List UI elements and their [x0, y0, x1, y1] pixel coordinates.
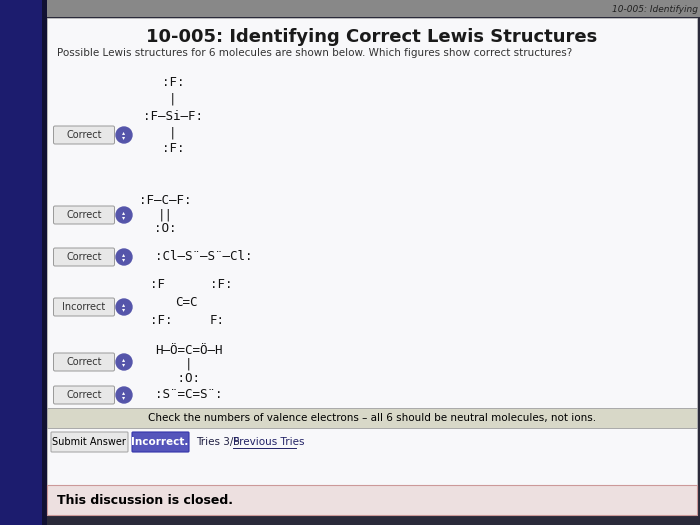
Circle shape: [116, 249, 132, 265]
FancyBboxPatch shape: [53, 353, 115, 371]
Text: 10-005: Identifying: 10-005: Identifying: [612, 5, 698, 14]
Text: H–Ö=C=Ö–H: H–Ö=C=Ö–H: [155, 343, 223, 356]
Text: ▴
▾: ▴ ▾: [122, 302, 125, 312]
Text: ▴
▾: ▴ ▾: [122, 253, 125, 261]
Circle shape: [116, 387, 132, 403]
Text: Tries 3/5: Tries 3/5: [196, 437, 244, 447]
Text: Correct: Correct: [66, 390, 102, 400]
FancyBboxPatch shape: [47, 485, 697, 515]
Text: This discussion is closed.: This discussion is closed.: [57, 494, 233, 507]
Text: :F:: :F:: [210, 278, 232, 291]
Text: :F:: :F:: [150, 314, 172, 328]
FancyBboxPatch shape: [51, 432, 128, 452]
Text: :F–C–F:: :F–C–F:: [139, 194, 191, 207]
Text: :O:: :O:: [155, 372, 200, 384]
Text: |: |: [155, 358, 192, 371]
Text: ▴
▾: ▴ ▾: [122, 130, 125, 140]
FancyBboxPatch shape: [53, 386, 115, 404]
Text: :O:: :O:: [154, 223, 176, 236]
Text: Correct: Correct: [66, 210, 102, 220]
FancyBboxPatch shape: [0, 0, 42, 525]
Text: :F: :F: [150, 278, 165, 291]
Text: ▴
▾: ▴ ▾: [122, 391, 125, 400]
FancyBboxPatch shape: [53, 126, 115, 144]
Text: Possible Lewis structures for 6 molecules are shown below. Which figures show co: Possible Lewis structures for 6 molecule…: [57, 48, 573, 58]
Text: :F:: :F:: [162, 142, 184, 155]
Text: :F:: :F:: [162, 77, 184, 89]
FancyBboxPatch shape: [132, 432, 189, 452]
Text: Previous Tries: Previous Tries: [233, 437, 304, 447]
FancyBboxPatch shape: [47, 18, 697, 515]
Text: :S̈=C=S̈:: :S̈=C=S̈:: [155, 388, 223, 402]
Text: |: |: [169, 127, 176, 140]
Circle shape: [116, 354, 132, 370]
Text: :Cl–S̈–S̈–Cl:: :Cl–S̈–S̈–Cl:: [155, 250, 253, 264]
Circle shape: [116, 127, 132, 143]
Text: 10-005: Identifying Correct Lewis Structures: 10-005: Identifying Correct Lewis Struct…: [146, 28, 598, 46]
Text: F:: F:: [210, 314, 225, 328]
Text: Correct: Correct: [66, 357, 102, 367]
Text: Correct: Correct: [66, 130, 102, 140]
Text: C=C: C=C: [175, 297, 197, 310]
FancyBboxPatch shape: [53, 206, 115, 224]
FancyBboxPatch shape: [42, 0, 47, 525]
Text: ▴
▾: ▴ ▾: [122, 211, 125, 219]
Text: Incorrect.: Incorrect.: [132, 437, 189, 447]
FancyBboxPatch shape: [47, 408, 697, 428]
Text: ▴
▾: ▴ ▾: [122, 358, 125, 366]
Text: |: |: [169, 92, 176, 106]
Text: Check the numbers of valence electrons – all 6 should be neutral molecules, not : Check the numbers of valence electrons –…: [148, 413, 596, 423]
FancyBboxPatch shape: [53, 248, 115, 266]
Text: Incorrect: Incorrect: [62, 302, 106, 312]
Text: Correct: Correct: [66, 252, 102, 262]
Circle shape: [116, 299, 132, 315]
Text: :F–Si–F:: :F–Si–F:: [143, 110, 203, 123]
FancyBboxPatch shape: [47, 0, 700, 17]
Circle shape: [116, 207, 132, 223]
Text: Submit Answer: Submit Answer: [52, 437, 126, 447]
FancyBboxPatch shape: [53, 298, 115, 316]
Text: ||: ||: [158, 208, 172, 222]
